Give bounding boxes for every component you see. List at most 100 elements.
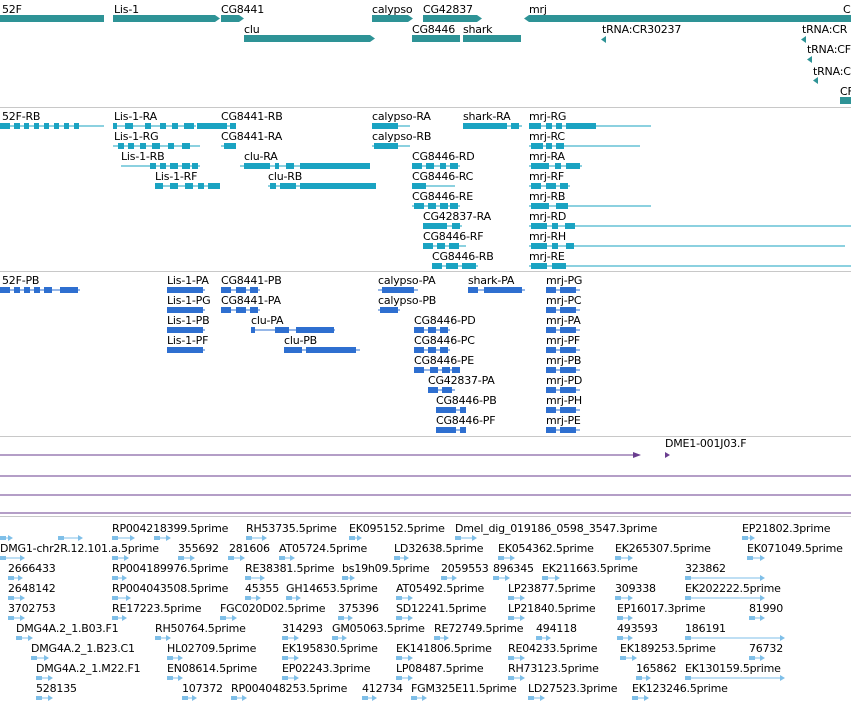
est-label[interactable]: EK130159.5prime xyxy=(685,662,781,675)
gene-label[interactable]: tRNA:CR xyxy=(802,23,848,36)
transcript-exon[interactable] xyxy=(531,243,547,249)
est-arrow-icon[interactable] xyxy=(122,575,127,581)
est-block[interactable] xyxy=(742,536,748,540)
transcript-exon[interactable] xyxy=(275,163,279,169)
transcript-exon[interactable] xyxy=(286,163,294,169)
cds-exon[interactable] xyxy=(382,287,414,293)
transcript-label[interactable]: shark-RA xyxy=(463,110,511,123)
protein-label[interactable]: Lis-1-PG xyxy=(167,294,211,307)
transcript-exon[interactable] xyxy=(531,263,547,269)
cds-exon[interactable] xyxy=(484,287,522,293)
est-arrow-icon[interactable] xyxy=(628,615,633,621)
est-block[interactable] xyxy=(455,536,461,540)
est-arrow-icon[interactable] xyxy=(357,535,362,541)
transcript-label[interactable]: mrj-RG xyxy=(529,110,567,123)
gene-label[interactable]: Lis-1 xyxy=(114,3,139,16)
est-label[interactable]: EK189253.5prime xyxy=(620,642,716,655)
est-block[interactable] xyxy=(167,656,173,660)
est-label[interactable]: EK123246.5prime xyxy=(632,682,728,695)
est-label[interactable]: DMG1-chr2R.12.101.a.5prime xyxy=(0,542,159,555)
transcript-exon[interactable] xyxy=(565,223,575,229)
strand-arrow-icon[interactable] xyxy=(215,15,220,22)
transcript-exon[interactable] xyxy=(566,163,580,169)
est-label[interactable]: AT05492.5prime xyxy=(396,582,485,595)
gene-glyph[interactable] xyxy=(423,15,477,22)
est-arrow-icon[interactable] xyxy=(166,535,171,541)
cds-exon[interactable] xyxy=(250,287,258,293)
cds-exon[interactable] xyxy=(442,387,452,393)
gene-glyph[interactable] xyxy=(372,15,408,22)
est-block[interactable] xyxy=(8,616,14,620)
gene-label[interactable]: C xyxy=(843,3,851,16)
est-block[interactable] xyxy=(411,696,417,700)
est-label[interactable]: 2648142 xyxy=(8,582,56,595)
cds-exon[interactable] xyxy=(560,327,576,333)
transcript-exon[interactable] xyxy=(546,143,552,149)
protein-label[interactable]: shark-PA xyxy=(468,274,515,287)
est-arrow-icon[interactable] xyxy=(510,555,515,561)
est-label[interactable]: 493593 xyxy=(617,622,658,635)
strand-arrow-icon[interactable] xyxy=(807,56,812,63)
transcript-exon[interactable] xyxy=(552,263,566,269)
est-arrow-icon[interactable] xyxy=(444,635,449,641)
transcript-exon[interactable] xyxy=(64,123,69,129)
gene-label[interactable]: tRNA:CF xyxy=(807,43,851,56)
transcript-exon[interactable] xyxy=(531,163,549,169)
est-arrow-icon[interactable] xyxy=(628,635,633,641)
cds-exon[interactable] xyxy=(560,387,576,393)
est-label[interactable]: RE38381.5prime xyxy=(245,562,335,575)
est-label[interactable]: 2059553 xyxy=(441,562,489,575)
est-label[interactable]: 323862 xyxy=(685,562,726,575)
transcript-exon[interactable] xyxy=(300,163,370,169)
cds-exon[interactable] xyxy=(560,427,576,433)
est-arrow-icon[interactable] xyxy=(240,555,245,561)
transcript-exon[interactable] xyxy=(450,203,458,209)
est-label[interactable]: 375396 xyxy=(338,602,379,615)
cds-exon[interactable] xyxy=(452,367,460,373)
cds-exon[interactable] xyxy=(414,367,424,373)
protein-label[interactable]: mrj-PB xyxy=(546,354,582,367)
est-block[interactable] xyxy=(282,676,288,680)
est-arrow-icon[interactable] xyxy=(422,695,427,701)
transcript-label[interactable]: clu-RA xyxy=(244,150,278,163)
est-arrow-icon[interactable] xyxy=(472,535,477,541)
protein-label[interactable]: CG42837-PA xyxy=(428,374,495,387)
est-block[interactable] xyxy=(685,576,691,580)
est-label[interactable]: 494118 xyxy=(536,622,577,635)
protein-label[interactable]: mrj-PE xyxy=(546,414,581,427)
cds-exon[interactable] xyxy=(34,287,40,293)
est-block[interactable] xyxy=(36,696,42,700)
est-block[interactable] xyxy=(112,556,118,560)
est-block[interactable] xyxy=(8,576,14,580)
transcript-exon[interactable] xyxy=(74,123,79,129)
cds-exon[interactable] xyxy=(24,287,30,293)
est-arrow-icon[interactable] xyxy=(760,655,765,661)
match-arrow-icon[interactable] xyxy=(633,452,641,458)
gene-label[interactable]: tRNA:C xyxy=(813,65,851,78)
est-label[interactable]: RP004048253.5prime xyxy=(231,682,348,695)
est-block[interactable] xyxy=(0,536,6,540)
transcript-exon[interactable] xyxy=(34,123,39,129)
est-block[interactable] xyxy=(155,636,161,640)
est-block[interactable] xyxy=(394,556,400,560)
transcript-exon[interactable] xyxy=(566,123,596,129)
protein-label[interactable]: mrj-PC xyxy=(546,294,582,307)
cds-exon[interactable] xyxy=(221,307,231,313)
est-block[interactable] xyxy=(636,676,642,680)
est-arrow-icon[interactable] xyxy=(44,655,49,661)
gene-label[interactable]: CG42837 xyxy=(423,3,473,16)
gene-glyph[interactable] xyxy=(840,97,851,104)
transcript-label[interactable]: CG8441-RA xyxy=(221,130,283,143)
transcript-exon[interactable] xyxy=(374,143,398,149)
transcript-label[interactable]: mrj-RA xyxy=(529,150,565,163)
cds-exon[interactable] xyxy=(460,407,466,413)
est-arrow-icon[interactable] xyxy=(20,595,25,601)
transcript-exon[interactable] xyxy=(531,183,541,189)
cds-exon[interactable] xyxy=(380,307,398,313)
est-arrow-icon[interactable] xyxy=(628,555,633,561)
est-label[interactable]: GM05063.5prime xyxy=(332,622,425,635)
est-arrow-icon[interactable] xyxy=(290,555,295,561)
cds-exon[interactable] xyxy=(436,407,456,413)
transcript-label[interactable]: calypso-RB xyxy=(372,130,432,143)
transcript-exon[interactable] xyxy=(24,123,29,129)
